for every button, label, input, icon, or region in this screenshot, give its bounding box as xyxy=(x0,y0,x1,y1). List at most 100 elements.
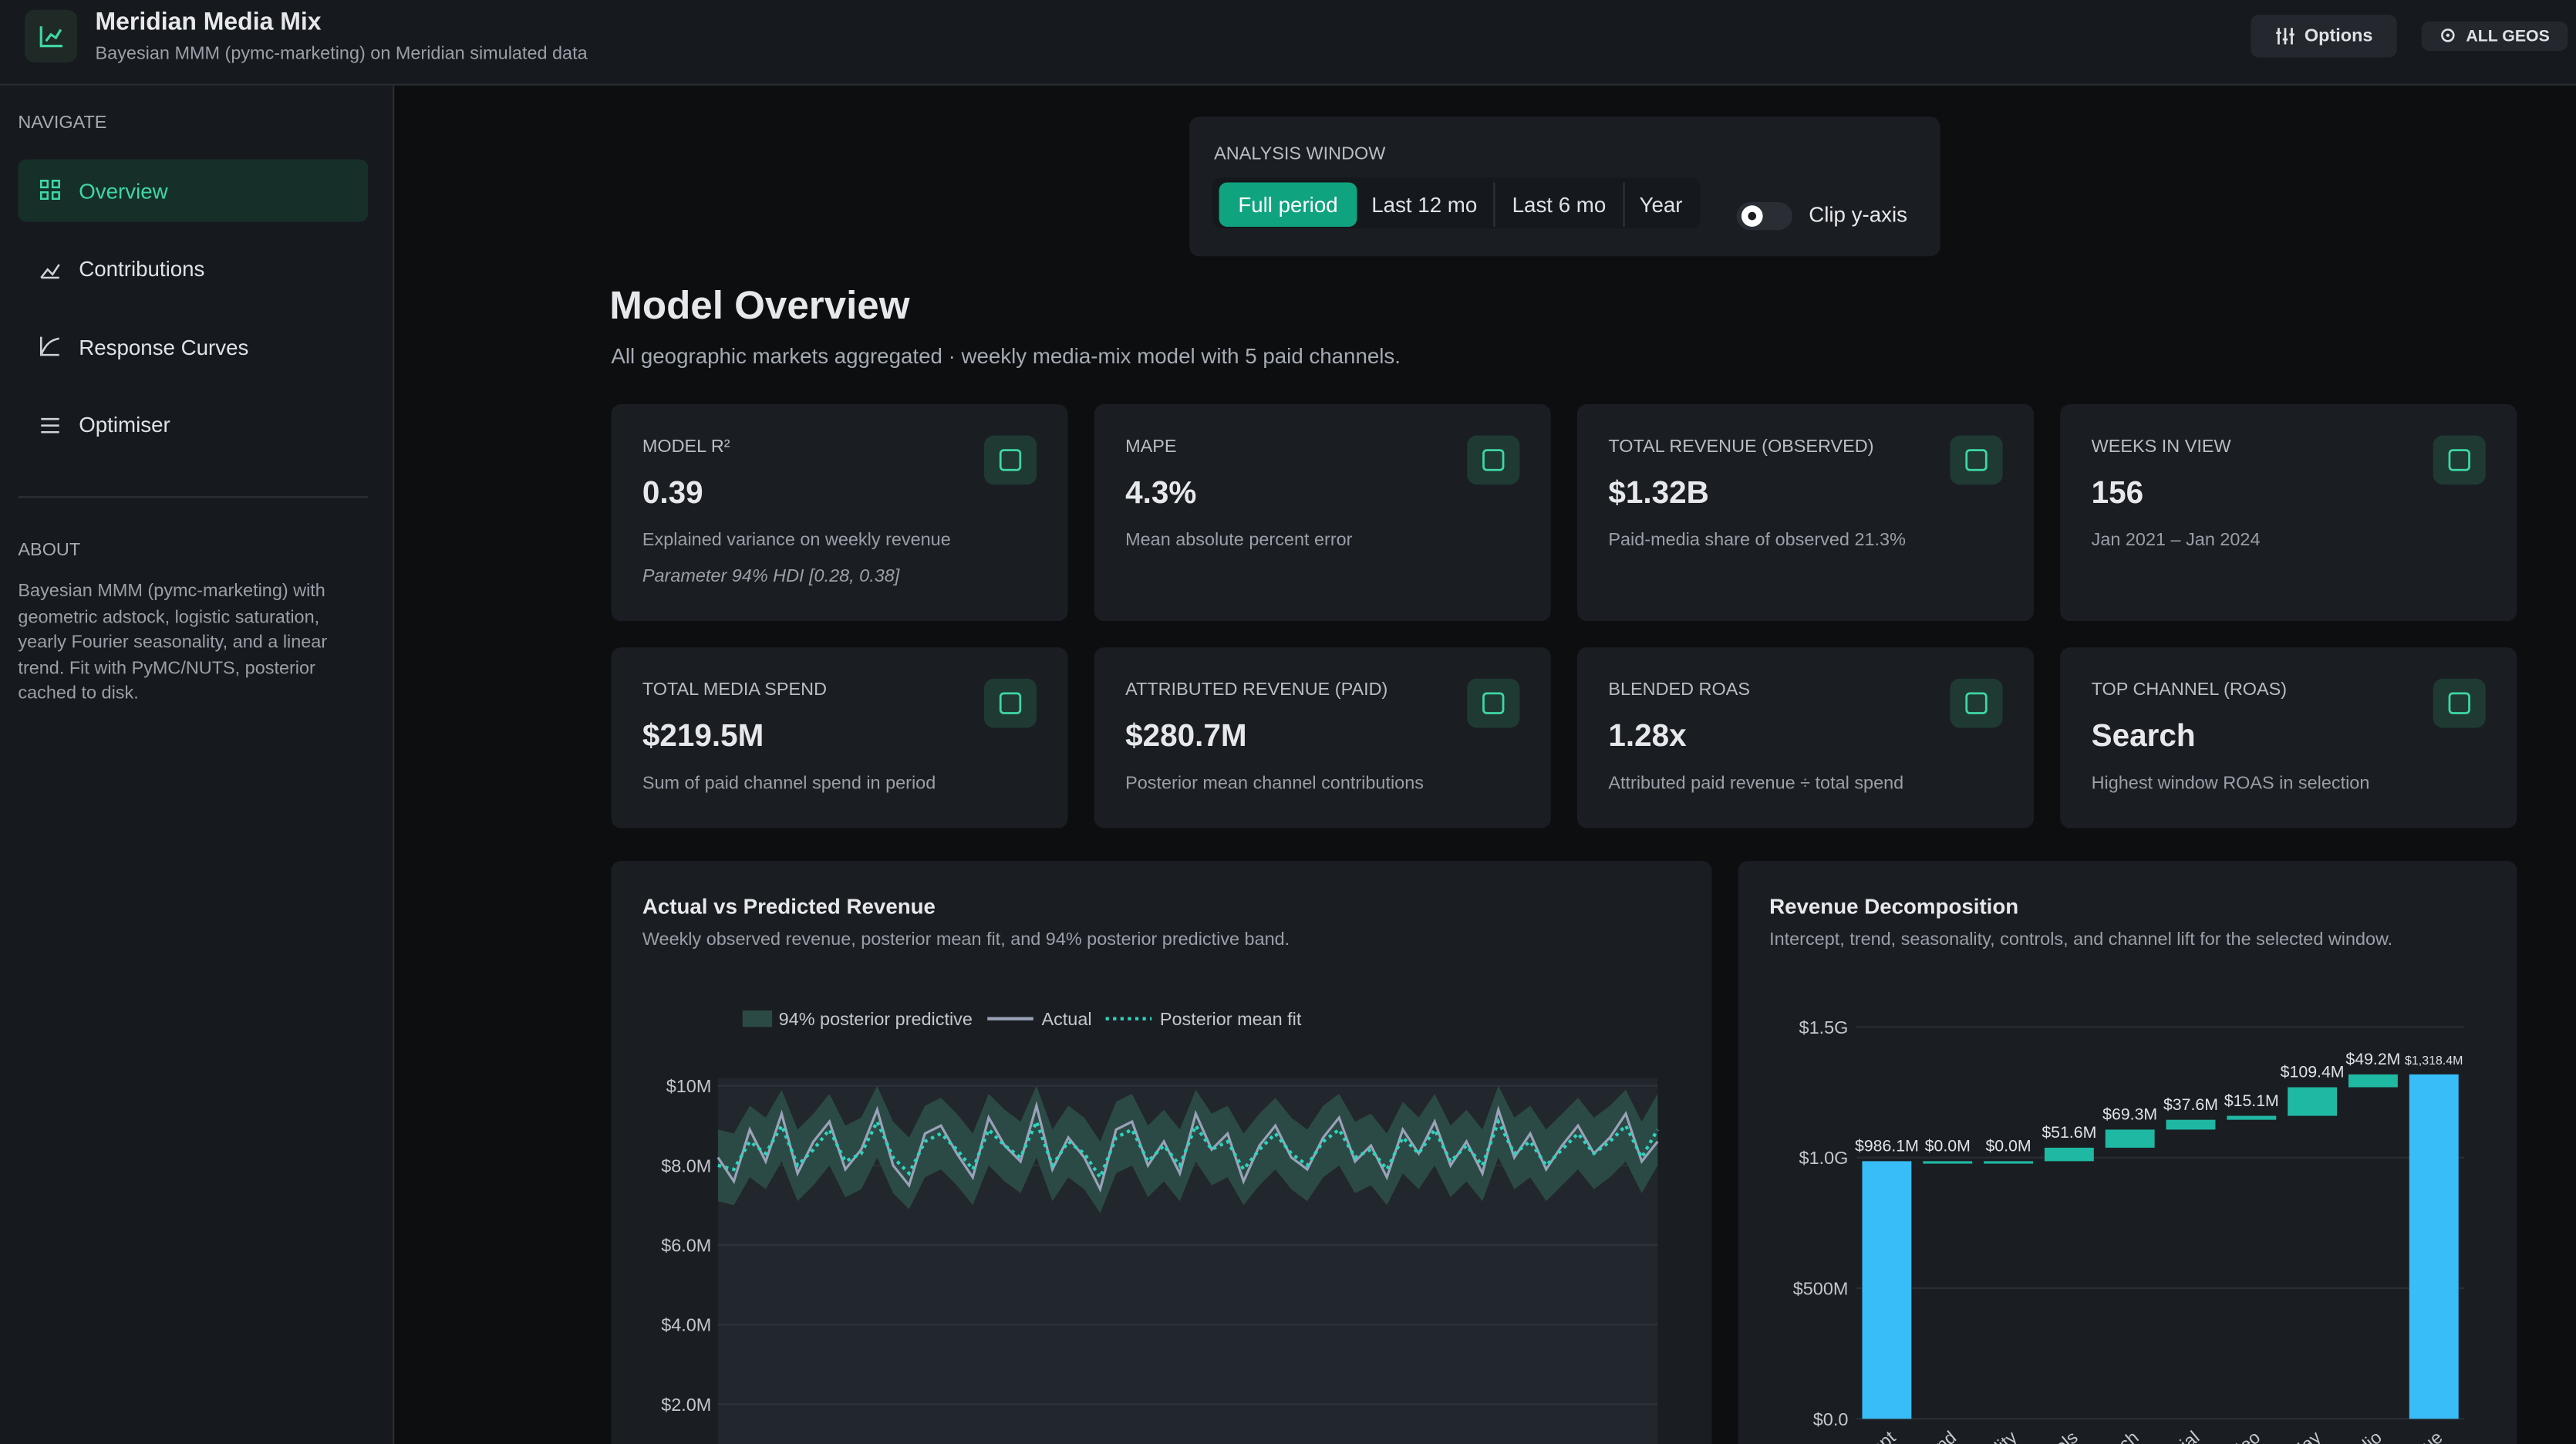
fit-line xyxy=(717,1117,1660,1181)
window-label: ANALYSIS WINDOW xyxy=(1214,144,1386,165)
sidebar: NAVIGATE ABOUT Bayesian MMM (pymc-market… xyxy=(0,85,395,1444)
bar xyxy=(2288,1087,2338,1116)
kpi-glyph xyxy=(1482,449,1505,471)
kpi-icon xyxy=(1950,678,2003,728)
kpi-note: Posterior mean channel contributions xyxy=(1125,774,1424,794)
kpi-card: WEEKS IN VIEW 156 Jan 2021 – Jan 2024 xyxy=(2060,404,2517,622)
kpi-label: TOP CHANNEL (ROAS) xyxy=(2091,680,2288,700)
value-label: $1,318.4M xyxy=(2405,1054,2463,1068)
bar xyxy=(1862,1161,1912,1419)
y-tick-label: $8.0M xyxy=(661,1156,711,1176)
kpi-icon xyxy=(2433,435,2486,485)
kpi-detail: Parameter 94% HDI [0.28, 0.38] xyxy=(642,566,900,587)
legend-label: Actual xyxy=(1041,1009,1091,1029)
page-title: Model Overview xyxy=(609,284,910,329)
x-tick-label: Controls xyxy=(2017,1427,2082,1444)
legend-label: 94% posterior predictive xyxy=(779,1009,973,1029)
nav-label: Overview xyxy=(79,178,168,204)
kpi-value: 156 xyxy=(2091,476,2144,511)
options-label: Options xyxy=(2304,26,2373,46)
options-button[interactable]: Options xyxy=(2251,15,2397,58)
x-tick-label: Radio xyxy=(2336,1427,2385,1444)
kpi-note: Paid-media share of observed 21.3% xyxy=(1608,531,1906,551)
kpi-card: TOP CHANNEL (ROAS) Search Highest window R… xyxy=(2060,647,2517,828)
chart-title: Actual vs Predicted Revenue xyxy=(642,894,936,918)
bar xyxy=(2166,1119,2216,1130)
kpi-label: TOTAL REVENUE (OBSERVED) xyxy=(1608,437,1874,457)
kpi-note: Attributed paid revenue ÷ total spend xyxy=(1608,774,1904,794)
nav-icon xyxy=(41,417,59,433)
toggle[interactable] xyxy=(1736,202,1792,231)
kpi-value: 1.28x xyxy=(1608,719,1687,754)
nav-icon xyxy=(39,336,59,356)
nav-icon xyxy=(39,180,60,201)
x-tick-label: Display xyxy=(2267,1427,2325,1444)
kpi-card: TOTAL REVENUE (OBSERVED) $1.32B Paid-media… xyxy=(1576,404,2035,622)
kpi-note: Highest window ROAS in selection xyxy=(2091,774,2370,794)
logo xyxy=(24,9,78,62)
window-option[interactable]: Last 6 mo xyxy=(1493,182,1623,227)
bar xyxy=(2227,1115,2277,1120)
app-subtitle: Bayesian MMM (pymc-marketing) on Meridia… xyxy=(95,44,588,65)
toggle-dot xyxy=(1748,211,1757,221)
y-tick-label: $4.0M xyxy=(661,1315,711,1335)
value-label: $15.1M xyxy=(2224,1091,2279,1110)
kpi-icon xyxy=(1950,435,2003,485)
x-tick-label: Revenue xyxy=(2378,1427,2446,1444)
about-text: Bayesian MMM (pymc-marketing) with geome… xyxy=(18,582,328,704)
value-label: $986.1M xyxy=(1855,1137,1919,1156)
chart-subtitle: Intercept, trend, seasonality, controls,… xyxy=(1769,929,2392,949)
geo-button[interactable]: ALL GEOS xyxy=(2421,21,2568,52)
chart-subtitle: Weekly observed revenue, posterior mean … xyxy=(642,929,1290,949)
kpi-icon xyxy=(983,435,1037,485)
kpi-note: Mean absolute percent error xyxy=(1125,531,1353,551)
value-label: $0.0M xyxy=(1925,1137,1971,1156)
options-icon xyxy=(2275,28,2294,45)
divider xyxy=(18,496,369,498)
window-option[interactable]: Year xyxy=(1623,182,1698,227)
x-tick-label: Search xyxy=(2085,1427,2143,1444)
y-tick-label: $0.0 xyxy=(1813,1409,1849,1429)
y-tick-label: $1.5G xyxy=(1799,1017,1849,1037)
kpi-value: $1.32B xyxy=(1608,476,1709,511)
nav-item[interactable]: Contributions xyxy=(18,238,368,300)
predictive-band xyxy=(717,1085,1658,1213)
kpi-card: MAPE 4.3% Mean absolute percent error xyxy=(1094,404,1551,622)
value-label: $49.2M xyxy=(2345,1050,2400,1068)
kpi-value: 4.3% xyxy=(1125,476,1197,511)
window-option[interactable]: Full period xyxy=(1219,182,1357,227)
kpi-value: $280.7M xyxy=(1125,719,1247,754)
kpi-icon xyxy=(1467,678,1520,728)
window-option[interactable]: Last 12 mo xyxy=(1371,192,1478,218)
nav-item[interactable]: Overview xyxy=(18,159,369,222)
kpi-value: $219.5M xyxy=(642,719,764,754)
nav-label: Optimiser xyxy=(79,412,170,437)
kpi-label: BLENDED ROAS xyxy=(1608,680,1750,700)
kpi-card: TOTAL MEDIA SPEND $219.5M Sum of paid chan… xyxy=(611,647,1068,828)
nav-label: Response Curves xyxy=(79,334,249,359)
y-tick-label: $10M xyxy=(666,1076,712,1096)
kpi-card: ATTRIBUTED REVENUE (PAID) $280.7M Posterio… xyxy=(1094,647,1551,828)
nav-item[interactable]: Optimiser xyxy=(18,393,368,456)
nav-item[interactable]: Response Curves xyxy=(18,315,368,378)
value-label: $51.6M xyxy=(2042,1123,2096,1142)
kpi-glyph xyxy=(999,449,1022,471)
kpi-value: Search xyxy=(2091,719,2196,754)
logo-icon xyxy=(39,26,62,48)
x-tick-label: Intercept xyxy=(1833,1427,1900,1444)
legend-swatch xyxy=(742,1010,773,1027)
chart-title: Revenue Decomposition xyxy=(1769,894,2018,918)
kpi-note: Explained variance on weekly revenue xyxy=(642,531,951,551)
bar xyxy=(2044,1147,2094,1162)
nav-heading: NAVIGATE xyxy=(18,113,107,133)
kpi-glyph xyxy=(2448,692,2470,714)
bar xyxy=(1984,1161,2033,1164)
x-tick-label: Video xyxy=(2216,1427,2264,1444)
kpi-glyph xyxy=(999,692,1022,714)
value-label: $109.4M xyxy=(2281,1063,2345,1081)
value-label: $0.0M xyxy=(1985,1137,2031,1156)
kpi-note: Jan 2021 – Jan 2024 xyxy=(2091,531,2261,551)
kpi-glyph xyxy=(1482,692,1505,714)
